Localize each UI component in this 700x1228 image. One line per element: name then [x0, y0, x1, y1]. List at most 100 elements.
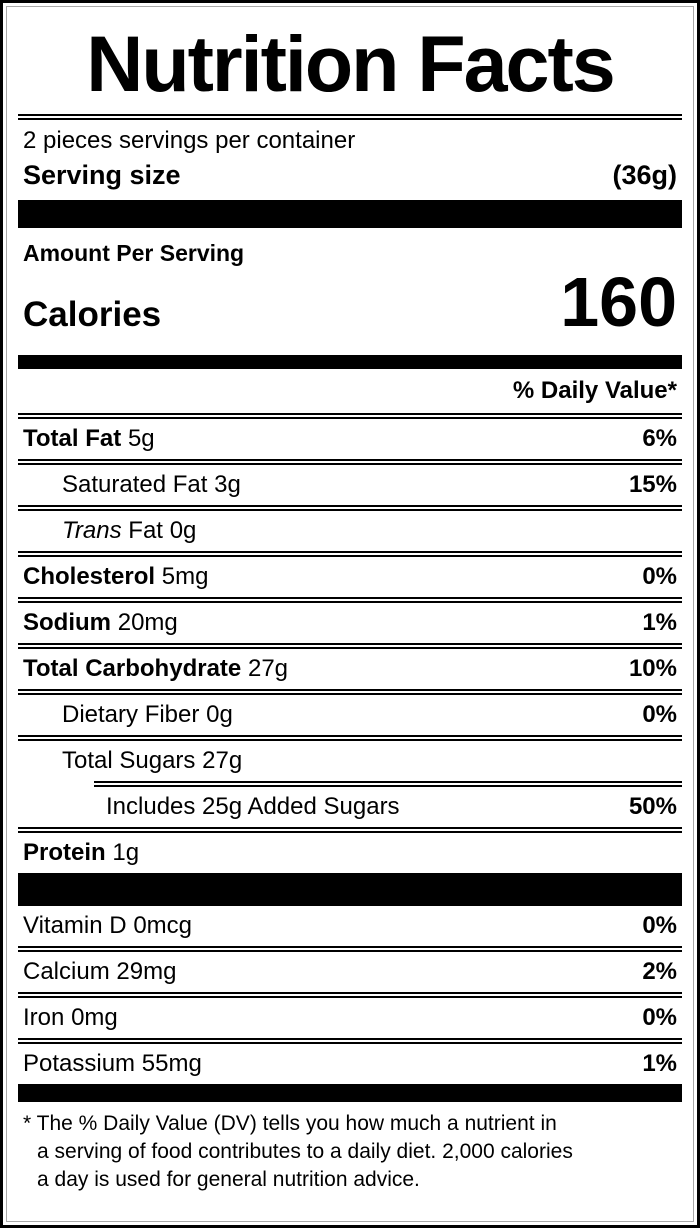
nutrient-daily-value: 6% — [642, 425, 677, 453]
nutrient-daily-value: 1% — [642, 609, 677, 637]
nutrient-row-total-carbohydrate: Total Carbohydrate 27g 10% — [18, 649, 682, 689]
nutrient-amount: 0g — [206, 701, 233, 729]
footnote-line-2: a serving of food contributes to a daily… — [37, 1140, 573, 1164]
divider — [18, 735, 682, 742]
divider — [18, 643, 682, 650]
vitamin-name: Calcium 29mg — [23, 958, 176, 986]
vitamin-name-text: Potassium — [23, 1050, 136, 1078]
serving-size-label: Serving size — [23, 160, 181, 191]
nutrient-name: Protein 1g — [23, 839, 139, 867]
nutrient-daily-value: 0% — [642, 701, 677, 729]
servings-per-container: 2 pieces servings per container — [23, 127, 356, 155]
vitamin-daily-value: 0% — [642, 912, 677, 940]
nutrient-amount: 1g — [112, 839, 140, 867]
vitamin-amount: 0mcg — [133, 912, 192, 940]
vitamin-amount: 29mg — [116, 958, 177, 986]
section-bar-serving — [18, 200, 682, 229]
daily-value-header: % Daily Value* — [512, 377, 677, 405]
divider — [18, 946, 682, 953]
vitamin-name-text: Vitamin D — [23, 912, 127, 940]
vitamin-name: Vitamin D 0mcg — [23, 912, 192, 940]
nutrient-daily-value: 0% — [642, 563, 677, 591]
nutrient-row-total-sugars: Total Sugars 27g — [18, 741, 682, 781]
footnote-line-1: * The % Daily Value (DV) tells you how m… — [23, 1112, 557, 1136]
serving-size-value: (36g) — [612, 160, 677, 191]
divider — [18, 505, 682, 512]
nutrient-daily-value: 50% — [628, 793, 677, 821]
divider — [18, 551, 682, 558]
nutrient-daily-value: 15% — [628, 471, 677, 499]
nutrient-row-trans-fat: Trans Fat 0g — [18, 511, 682, 551]
divider — [18, 992, 682, 999]
nutrient-name: Sodium 20mg — [23, 609, 178, 637]
nutrient-name-text: Protein — [23, 839, 106, 867]
vitamin-row-potassium: Potassium 55mg 1% — [18, 1044, 682, 1084]
divider — [18, 689, 682, 696]
nutrient-name: Total Sugars 27g — [62, 747, 242, 775]
nutrient-name: Includes 25g Added Sugars — [106, 793, 400, 821]
nutrient-name: Trans Fat 0g — [62, 517, 196, 545]
vitamin-row-iron: Iron 0mg 0% — [18, 998, 682, 1038]
nutrient-name: Saturated Fat 3g — [62, 471, 241, 499]
nutrient-amount: 0g — [169, 517, 197, 545]
vitamin-row-vitamin-d: Vitamin D 0mcg 0% — [18, 906, 682, 946]
nutrition-label-panel: Nutrition Facts 2 pieces servings per co… — [6, 6, 694, 1222]
vitamin-name: Iron 0mg — [23, 1004, 118, 1032]
nutrient-amount: 27g — [202, 747, 243, 775]
nutrient-name-text: Total Fat — [23, 425, 122, 453]
nutrient-name: Cholesterol 5mg — [23, 563, 208, 591]
section-bar-protein — [18, 873, 682, 907]
nutrient-row-cholesterol: Cholesterol 5mg 0% — [18, 557, 682, 597]
vitamin-name-text: Iron — [23, 1004, 65, 1032]
vitamin-name: Potassium 55mg — [23, 1050, 202, 1078]
nutrient-name-rest: Fat — [128, 517, 163, 545]
nutrient-name: Total Fat 5g — [23, 425, 155, 453]
divider — [18, 827, 682, 834]
nutrient-row-protein: Protein 1g — [18, 833, 682, 873]
vitamin-daily-value: 0% — [642, 1004, 677, 1032]
nutrient-row-dietary-fiber: Dietary Fiber 0g 0% — [18, 695, 682, 735]
nutrient-name: Total Carbohydrate 27g — [23, 655, 288, 683]
divider — [18, 1038, 682, 1045]
nutrient-row-total-fat: Total Fat 5g 6% — [18, 419, 682, 459]
calories-row: Calories 160 — [18, 267, 682, 343]
footnote: * The % Daily Value (DV) tells you how m… — [18, 1102, 682, 1194]
divider — [18, 459, 682, 466]
label-title: Nutrition Facts — [86, 19, 615, 108]
nutrient-amount: 27g — [247, 655, 289, 683]
nutrient-name-text: Saturated Fat — [62, 471, 208, 499]
divider-under-title — [18, 114, 682, 121]
calories-value: 160 — [560, 263, 677, 342]
nutrient-amount: 5mg — [161, 563, 209, 591]
divider — [18, 597, 682, 604]
nutrient-row-added-sugars: Includes 25g Added Sugars 50% — [18, 787, 682, 827]
section-bar-calories — [18, 355, 682, 370]
nutrient-name-italic: Trans — [62, 517, 122, 545]
nutrient-name-text: Sodium — [23, 609, 111, 637]
vitamin-amount: 55mg — [141, 1050, 202, 1078]
nutrient-name-text: Includes 25g Added Sugars — [106, 793, 400, 821]
nutrient-name-text: Total Sugars — [62, 747, 196, 775]
amount-per-serving-label: Amount Per Serving — [23, 240, 245, 267]
nutrient-row-sodium: Sodium 20mg 1% — [18, 603, 682, 643]
nutrient-amount: 20mg — [117, 609, 178, 637]
vitamin-row-calcium: Calcium 29mg 2% — [18, 952, 682, 992]
section-bar-vitamins — [18, 1084, 682, 1103]
nutrient-amount: 5g — [127, 425, 155, 453]
divider — [18, 413, 682, 420]
vitamin-daily-value: 1% — [642, 1050, 677, 1078]
nutrient-name: Dietary Fiber 0g — [62, 701, 233, 729]
vitamin-amount: 0mg — [71, 1004, 118, 1032]
nutrient-daily-value: 10% — [628, 655, 677, 683]
nutrient-row-saturated-fat: Saturated Fat 3g 15% — [18, 465, 682, 505]
nutrient-name-text: Cholesterol — [23, 563, 156, 591]
nutrient-amount: 3g — [214, 471, 241, 499]
serving-size-row: Serving size (36g) — [18, 157, 682, 200]
calories-label: Calories — [23, 295, 162, 335]
footnote-line-3: a day is used for general nutrition advi… — [37, 1168, 420, 1192]
vitamin-name-text: Calcium — [23, 958, 110, 986]
nutrient-name-text: Dietary Fiber — [62, 701, 200, 729]
nutrient-name-text: Total Carbohydrate — [23, 655, 242, 683]
vitamin-daily-value: 2% — [642, 958, 677, 986]
